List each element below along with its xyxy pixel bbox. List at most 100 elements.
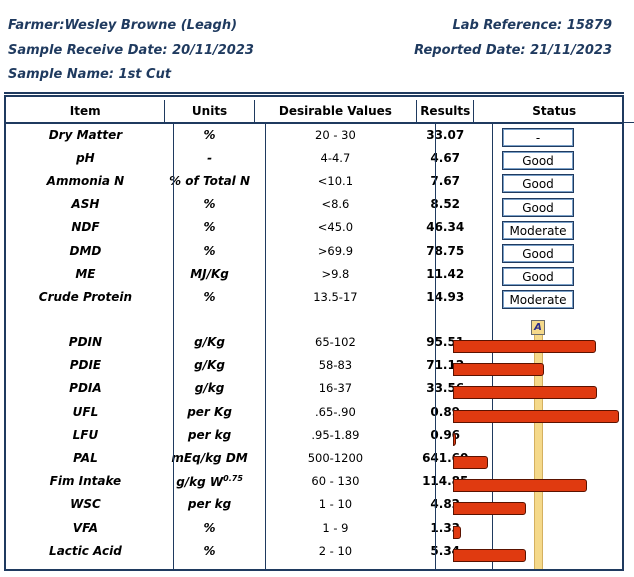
- result-bar: [453, 479, 588, 493]
- item-unit: g/Kg: [194, 335, 225, 350]
- result-bar: [453, 432, 457, 446]
- sample-name: Sample Name: 1st Cut: [8, 67, 172, 82]
- item-unit: %: [203, 289, 216, 304]
- item-name: Crude Protein: [38, 289, 133, 304]
- table-header-row: Item Units Desirable Values Results Stat…: [6, 100, 634, 123]
- bar-cell: [474, 423, 634, 446]
- target-marker: A: [531, 320, 545, 335]
- result-bar: [453, 456, 488, 469]
- item-desirable: .95-1.89: [311, 427, 360, 442]
- item-result: 5.34: [430, 543, 461, 558]
- item-name: PDIE: [69, 358, 102, 373]
- status-badge: Good: [502, 174, 574, 194]
- column-divider: [435, 122, 436, 569]
- item-name: PAL: [73, 451, 98, 466]
- item-unit: % of Total N: [169, 173, 251, 188]
- col-results: Results: [416, 100, 475, 123]
- status-badge: -: [502, 128, 574, 147]
- table-row: Dry Matter% 20 - 30 33.07: [6, 123, 634, 147]
- item-name: UFL: [72, 404, 99, 419]
- reported-date: Reported Date: 21/11/2023: [414, 43, 612, 58]
- item-desirable: 65-102: [315, 335, 356, 350]
- item-desirable: <10.1: [317, 173, 354, 188]
- lab-reference: Lab Reference: 15879: [452, 18, 613, 33]
- item-desirable: <45.0: [317, 220, 354, 235]
- table-row: ASH% <8.6 8.52: [6, 193, 634, 216]
- result-bar: [453, 548, 527, 562]
- item-result: 1.33: [430, 520, 461, 535]
- item-unit: per Kg: [187, 404, 232, 419]
- table-row: pH - 4-4.7 4.67: [6, 146, 634, 169]
- item-result: 46.34: [426, 220, 465, 235]
- table-row: UFL per Kg .65-.90 0.89: [6, 400, 634, 423]
- item-name: LFU: [72, 427, 99, 442]
- item-result: 7.67: [430, 173, 461, 188]
- item-unit: g/kg: [194, 381, 225, 396]
- item-result: 33.07: [426, 127, 465, 142]
- status-badge: Good: [502, 197, 574, 217]
- item-desirable: 500-1200: [307, 451, 364, 466]
- item-desirable: >9.8: [321, 266, 350, 281]
- table-row: LFU per kg .95-1.89 0.96: [6, 423, 634, 446]
- item-unit: %: [203, 520, 216, 535]
- table-row: Lactic Acid% 2 - 10 5.34: [6, 539, 634, 562]
- header-separator: [6, 123, 622, 124]
- result-bar: [453, 409, 619, 423]
- item-name: Lactic Acid: [49, 543, 122, 558]
- item-unit: %: [203, 543, 216, 558]
- table-row: PDIA g/kg 16-37 33.56: [6, 377, 634, 400]
- results-frame: [4, 95, 624, 571]
- bar-cell: [474, 516, 634, 539]
- status-badge: Moderate: [502, 220, 574, 240]
- result-bar: [453, 363, 545, 377]
- item-result: 4.82: [430, 497, 461, 512]
- table-row: PAL mEq/kg DM 500-1200 641.60: [6, 446, 634, 469]
- table-row: ME MJ/Kg >9.8 11.42: [6, 262, 634, 285]
- item-name: ASH: [71, 197, 100, 212]
- status-badge: Good: [502, 267, 574, 287]
- item-name: Fim Intake: [49, 474, 122, 489]
- item-result: 0.96: [430, 427, 461, 442]
- table-row: WSC per kg 1 - 10 4.82: [6, 493, 634, 516]
- item-unit: MJ/Kg: [190, 266, 229, 281]
- status-badge: Good: [502, 151, 574, 171]
- item-name: VFA: [72, 520, 99, 535]
- item-desirable: 20 - 30: [315, 127, 356, 142]
- item-result: 14.93: [426, 289, 465, 304]
- table-row: Ammonia N % of Total N <10.1 7.67: [6, 169, 634, 192]
- item-unit: %: [203, 127, 216, 142]
- item-desirable: 2 - 10: [318, 543, 353, 558]
- farmer-label: Farmer:Wesley Browne (Leagh): [8, 18, 238, 33]
- target-band: [534, 320, 543, 569]
- column-divider: [173, 122, 174, 569]
- item-name: DMD: [69, 243, 102, 258]
- item-name: Dry Matter: [48, 127, 123, 142]
- item-result: 0.89: [430, 404, 461, 419]
- item-result: 78.75: [426, 243, 465, 258]
- item-name: pH: [76, 150, 95, 165]
- top-rule: [4, 92, 624, 94]
- result-bar: [453, 525, 462, 539]
- item-desirable: 60 - 130: [311, 474, 360, 489]
- item-name: ME: [75, 266, 96, 281]
- item-desirable: 16-37: [318, 381, 353, 396]
- item-unit: %: [203, 243, 216, 258]
- status-badge: Good: [502, 244, 574, 263]
- results-table: Item Units Desirable Values Results Stat…: [6, 100, 634, 562]
- item-desirable: <8.6: [321, 197, 350, 212]
- table-body: Dry Matter% 20 - 30 33.07 pH - 4-4.7 4.67 Ammon…: [6, 123, 634, 563]
- column-divider: [265, 122, 266, 569]
- item-desirable: 58-83: [318, 358, 353, 373]
- bar-cell: [474, 446, 634, 469]
- item-name: NDF: [71, 220, 100, 235]
- item-desirable: 4-4.7: [320, 150, 351, 165]
- item-unit: g/kg W0.75: [176, 473, 243, 489]
- item-name: PDIA: [69, 381, 102, 396]
- col-status: Status: [473, 100, 634, 123]
- item-unit: g/Kg: [194, 358, 225, 373]
- item-unit: %: [203, 197, 216, 212]
- sample-receive-date: Sample Receive Date: 20/11/2023: [8, 43, 254, 58]
- col-desirable: Desirable Values: [253, 100, 418, 123]
- status-badge: Moderate: [502, 290, 574, 310]
- item-name: WSC: [70, 497, 101, 512]
